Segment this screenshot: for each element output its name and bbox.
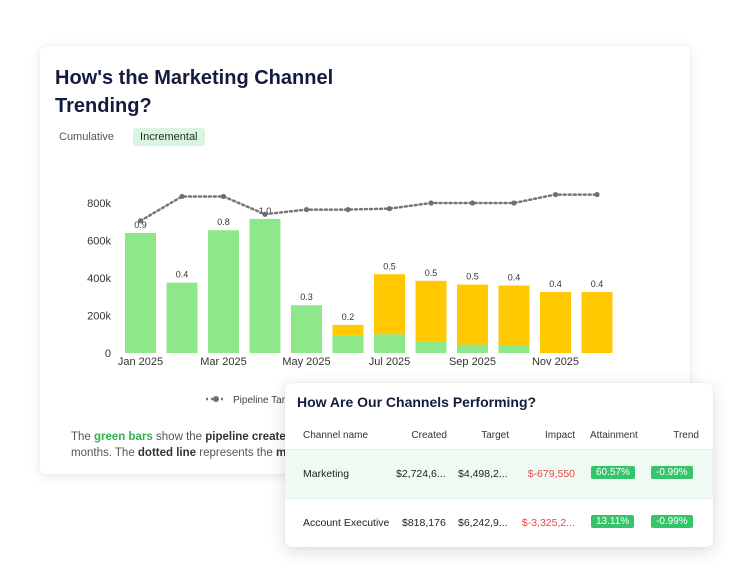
col-channel-name[interactable]: Channel name [303, 430, 369, 441]
col-target[interactable]: Target [481, 430, 509, 441]
x-tick-label: May 2025 [282, 356, 330, 368]
bar-created [332, 335, 364, 353]
data-label: 0.4 [591, 279, 604, 289]
data-label: 0.8 [217, 217, 230, 227]
table-row[interactable]: Marketing $2,724,6... $4,498,2... $-679,… [285, 449, 713, 499]
target-point [428, 200, 434, 206]
target-point [469, 200, 476, 206]
desc-text-1: The [71, 431, 95, 443]
x-tick-label: Sep 2025 [449, 356, 496, 368]
cell-trend: -0.99% [651, 515, 693, 528]
y-tick-label: 400k [87, 273, 111, 285]
data-label: 0.2 [342, 312, 355, 322]
cell-attainment: 13.11% [591, 515, 635, 528]
desc-dotted-line: dotted line [137, 447, 197, 459]
bar-projected [332, 324, 364, 336]
y-tick-label: 600k [87, 236, 111, 248]
col-trend[interactable]: Trend [673, 430, 699, 441]
bar-created [498, 345, 530, 353]
channels-table-card: How Are Our Channels Performing? Channel… [285, 383, 713, 547]
attainment-badge: 13.11% [591, 515, 635, 528]
bar-created [125, 233, 156, 353]
cell-attainment: 60.57% [591, 466, 635, 479]
desc-text-2: show the [152, 431, 206, 443]
cell-impact: $-3,325,2... [521, 517, 575, 529]
data-label: 0.4 [549, 279, 562, 289]
data-label: 1.0 [259, 206, 272, 216]
target-point [386, 206, 393, 212]
desc-pipeline-created: pipeline created [205, 431, 293, 443]
bar-created [415, 341, 447, 353]
y-tick-label: 0 [105, 348, 111, 360]
table-title: How Are Our Channels Performing? [297, 394, 537, 410]
target-point [137, 218, 144, 224]
col-impact[interactable]: Impact [544, 430, 575, 441]
target-point [220, 193, 227, 200]
bar-created [374, 334, 405, 353]
cell-channel: Account Executive [303, 517, 390, 529]
data-label: 0.4 [508, 273, 521, 283]
data-label: 0.5 [425, 268, 438, 278]
table-header: Channel name Created Target Impact Attai… [285, 430, 713, 448]
bar-projected [581, 292, 613, 353]
view-toggle: Cumulative Incremental [52, 128, 205, 146]
bar-projected [457, 284, 488, 345]
data-label: 0.5 [466, 272, 479, 282]
data-label: 0.4 [176, 270, 189, 280]
chart-description: The green bars show the pipeline created… [71, 429, 671, 461]
target-point [511, 200, 517, 206]
toggle-incremental[interactable]: Incremental [133, 128, 205, 146]
trend-badge: -0.99% [651, 515, 693, 528]
cell-target: $4,498,2... [458, 468, 508, 480]
target-point [552, 191, 559, 198]
x-tick-label: Jul 2025 [369, 356, 411, 368]
bar-created [291, 305, 322, 353]
data-label: 0.5 [383, 261, 396, 271]
bar-created [457, 344, 488, 353]
bar-projected [498, 285, 530, 346]
card-title: How's the Marketing Channel Trending? [55, 67, 334, 117]
target-point [179, 193, 185, 200]
pipeline-chart: 0 200k 400k 600k 800k 0.9 0.4 0.8 1.0 0.3 0.2 0.5 0.… [87, 191, 613, 406]
x-tick-label: Nov 2025 [532, 356, 579, 368]
target-point [262, 211, 268, 217]
data-label: 0.3 [300, 292, 313, 302]
attainment-badge: 60.57% [591, 466, 635, 479]
cell-target: $6,242,9... [458, 517, 508, 529]
trend-badge: -0.99% [651, 466, 693, 479]
cell-created: $818,176 [402, 517, 446, 529]
x-tick-label: Jan 2025 [118, 356, 163, 368]
cell-impact: $-679,550 [527, 468, 575, 480]
bar-projected [540, 292, 571, 353]
cell-trend: -0.99% [651, 466, 693, 479]
bar-created [208, 230, 239, 353]
desc-text-3: months. The [71, 447, 138, 459]
y-tick-label: 800k [87, 198, 111, 210]
bar-created [166, 282, 198, 353]
bar-projected [374, 274, 405, 335]
desc-text-4: represents the [196, 447, 276, 459]
bar-created [249, 218, 281, 353]
target-point [303, 206, 310, 213]
cell-channel: Marketing [303, 468, 350, 480]
desc-green-bars: green bars [94, 431, 153, 443]
data-label: 0.9 [134, 220, 147, 230]
col-attainment[interactable]: Attainment [590, 430, 638, 441]
target-point [345, 206, 351, 213]
target-line [139, 193, 599, 223]
table-row[interactable]: Account Executive $818,176 $6,242,9... $… [285, 500, 713, 546]
target-point [594, 191, 600, 198]
legend-label: Pipeline Tar [233, 395, 286, 406]
legend-marker [213, 396, 219, 402]
cell-created: $2,724,6... [396, 468, 446, 480]
col-created[interactable]: Created [411, 430, 447, 441]
x-tick-label: Mar 2025 [200, 356, 246, 368]
y-tick-label: 200k [87, 311, 111, 323]
toggle-cumulative[interactable]: Cumulative [59, 131, 115, 143]
bar-projected [415, 280, 447, 342]
